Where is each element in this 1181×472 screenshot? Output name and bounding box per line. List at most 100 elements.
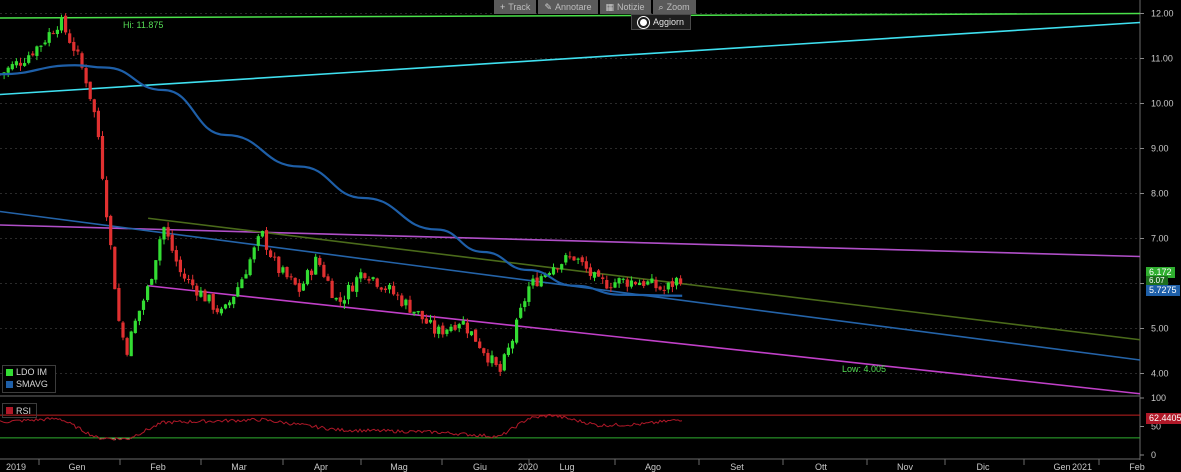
- candle-body: [666, 282, 670, 290]
- annotate-button[interactable]: ✎ Annotare: [538, 0, 598, 14]
- year-label: 2019: [6, 462, 26, 472]
- candle-body: [441, 325, 445, 335]
- candle-body: [474, 329, 478, 342]
- candle-body: [14, 61, 18, 66]
- candle-body: [158, 239, 162, 261]
- candle-body: [482, 348, 486, 354]
- candle-body: [281, 267, 285, 273]
- candle-body: [318, 258, 322, 265]
- rsi-line: [0, 413, 683, 441]
- candle-body: [182, 273, 187, 279]
- candle-body: [351, 285, 355, 292]
- candle-body: [539, 276, 543, 287]
- candle-body: [404, 299, 408, 306]
- price-tick-label: 10.00: [1151, 99, 1174, 109]
- candle-body: [129, 331, 133, 357]
- month-label: Ott: [815, 462, 828, 472]
- candle-body: [597, 270, 601, 277]
- candle-body: [547, 273, 551, 276]
- candle-body: [576, 258, 580, 260]
- candle-body: [461, 320, 465, 325]
- candle-body: [412, 311, 416, 314]
- candle-body: [195, 285, 199, 296]
- candle-body: [424, 318, 428, 324]
- candle-body: [96, 110, 100, 138]
- price-tick-label: 9.00: [1151, 144, 1169, 154]
- candle-body: [105, 180, 109, 218]
- hi-annotation: Hi: 11.875: [123, 20, 163, 30]
- candle-body: [35, 46, 39, 56]
- candle-body: [150, 278, 154, 285]
- month-label: Set: [730, 462, 744, 472]
- month-label: Feb: [1129, 462, 1145, 472]
- candle-body: [449, 326, 453, 332]
- candle-body: [125, 338, 129, 355]
- candle-body: [310, 270, 314, 275]
- candle-body: [88, 81, 92, 100]
- candle-body: [330, 280, 334, 299]
- magnifier-icon: ⌕: [658, 2, 664, 12]
- candle-body: [51, 33, 55, 35]
- candle-body: [387, 284, 392, 290]
- candle-body: [117, 287, 121, 321]
- candle-body: [203, 290, 207, 302]
- candle-body: [592, 272, 597, 278]
- candle-body: [264, 230, 269, 250]
- price-tick-label: 7.00: [1151, 234, 1169, 244]
- price-tick-label: 11.00: [1151, 54, 1173, 64]
- candle-body: [232, 296, 236, 305]
- rsi-legend[interactable]: RSI: [2, 403, 37, 418]
- track-button[interactable]: + Track: [494, 0, 537, 14]
- news-icon: ▦: [605, 2, 615, 12]
- candle-body: [428, 319, 433, 323]
- candle-body: [445, 329, 449, 334]
- candle-body: [490, 355, 494, 364]
- sma-last-tag: 5.7275: [1146, 285, 1180, 296]
- candle-body: [551, 267, 556, 275]
- candle-body: [605, 279, 609, 289]
- month-label: Ago: [645, 462, 661, 472]
- candle-body: [297, 283, 301, 292]
- candle-body: [146, 286, 150, 301]
- candle-body: [420, 310, 424, 320]
- plus-icon: +: [500, 2, 506, 12]
- candle-body: [584, 261, 588, 269]
- candle-body: [121, 322, 125, 338]
- candle-body: [166, 227, 170, 237]
- year-label: 2021: [1072, 462, 1092, 472]
- candle-body: [433, 320, 437, 334]
- candle-body: [252, 247, 256, 260]
- zoom-button[interactable]: ⌕ Zoom: [652, 0, 696, 14]
- candle-body: [18, 62, 23, 66]
- candle-body: [642, 281, 646, 286]
- pencil-icon: ✎: [544, 2, 552, 12]
- refresh-button[interactable]: Aggiorn: [631, 14, 692, 30]
- chart-toolbar: + Track ✎ Annotare ▦ Notizie ⌕ Zoom: [494, 0, 698, 14]
- candle-body: [47, 32, 51, 43]
- candle-body: [371, 277, 375, 280]
- news-button[interactable]: ▦ Notizie: [599, 0, 651, 14]
- candle-body: [613, 282, 617, 288]
- candle-body: [510, 340, 515, 349]
- candle-body: [625, 279, 629, 287]
- candle-body: [342, 300, 346, 304]
- candle-body: [187, 278, 191, 280]
- candle-body: [162, 227, 166, 240]
- candle-body: [646, 281, 650, 285]
- candle-body: [289, 276, 293, 278]
- candle-body: [109, 215, 113, 246]
- candle-body: [137, 310, 141, 322]
- rsi-swatch-icon: [6, 407, 13, 414]
- low-annotation: Low: 4.005: [842, 364, 886, 374]
- candle-body: [363, 273, 367, 279]
- chart-legend[interactable]: LDO IM SMAVG: [2, 365, 56, 393]
- candle-body: [506, 347, 510, 356]
- rsi-tick-label: 100: [1151, 393, 1166, 403]
- legend-item-price: LDO IM: [3, 366, 55, 378]
- candle-body: [633, 281, 638, 285]
- price-swatch-icon: [6, 368, 13, 376]
- trendline: [0, 21, 1141, 96]
- candle-body: [59, 16, 64, 31]
- candle-body: [277, 256, 281, 274]
- candle-body: [465, 322, 469, 334]
